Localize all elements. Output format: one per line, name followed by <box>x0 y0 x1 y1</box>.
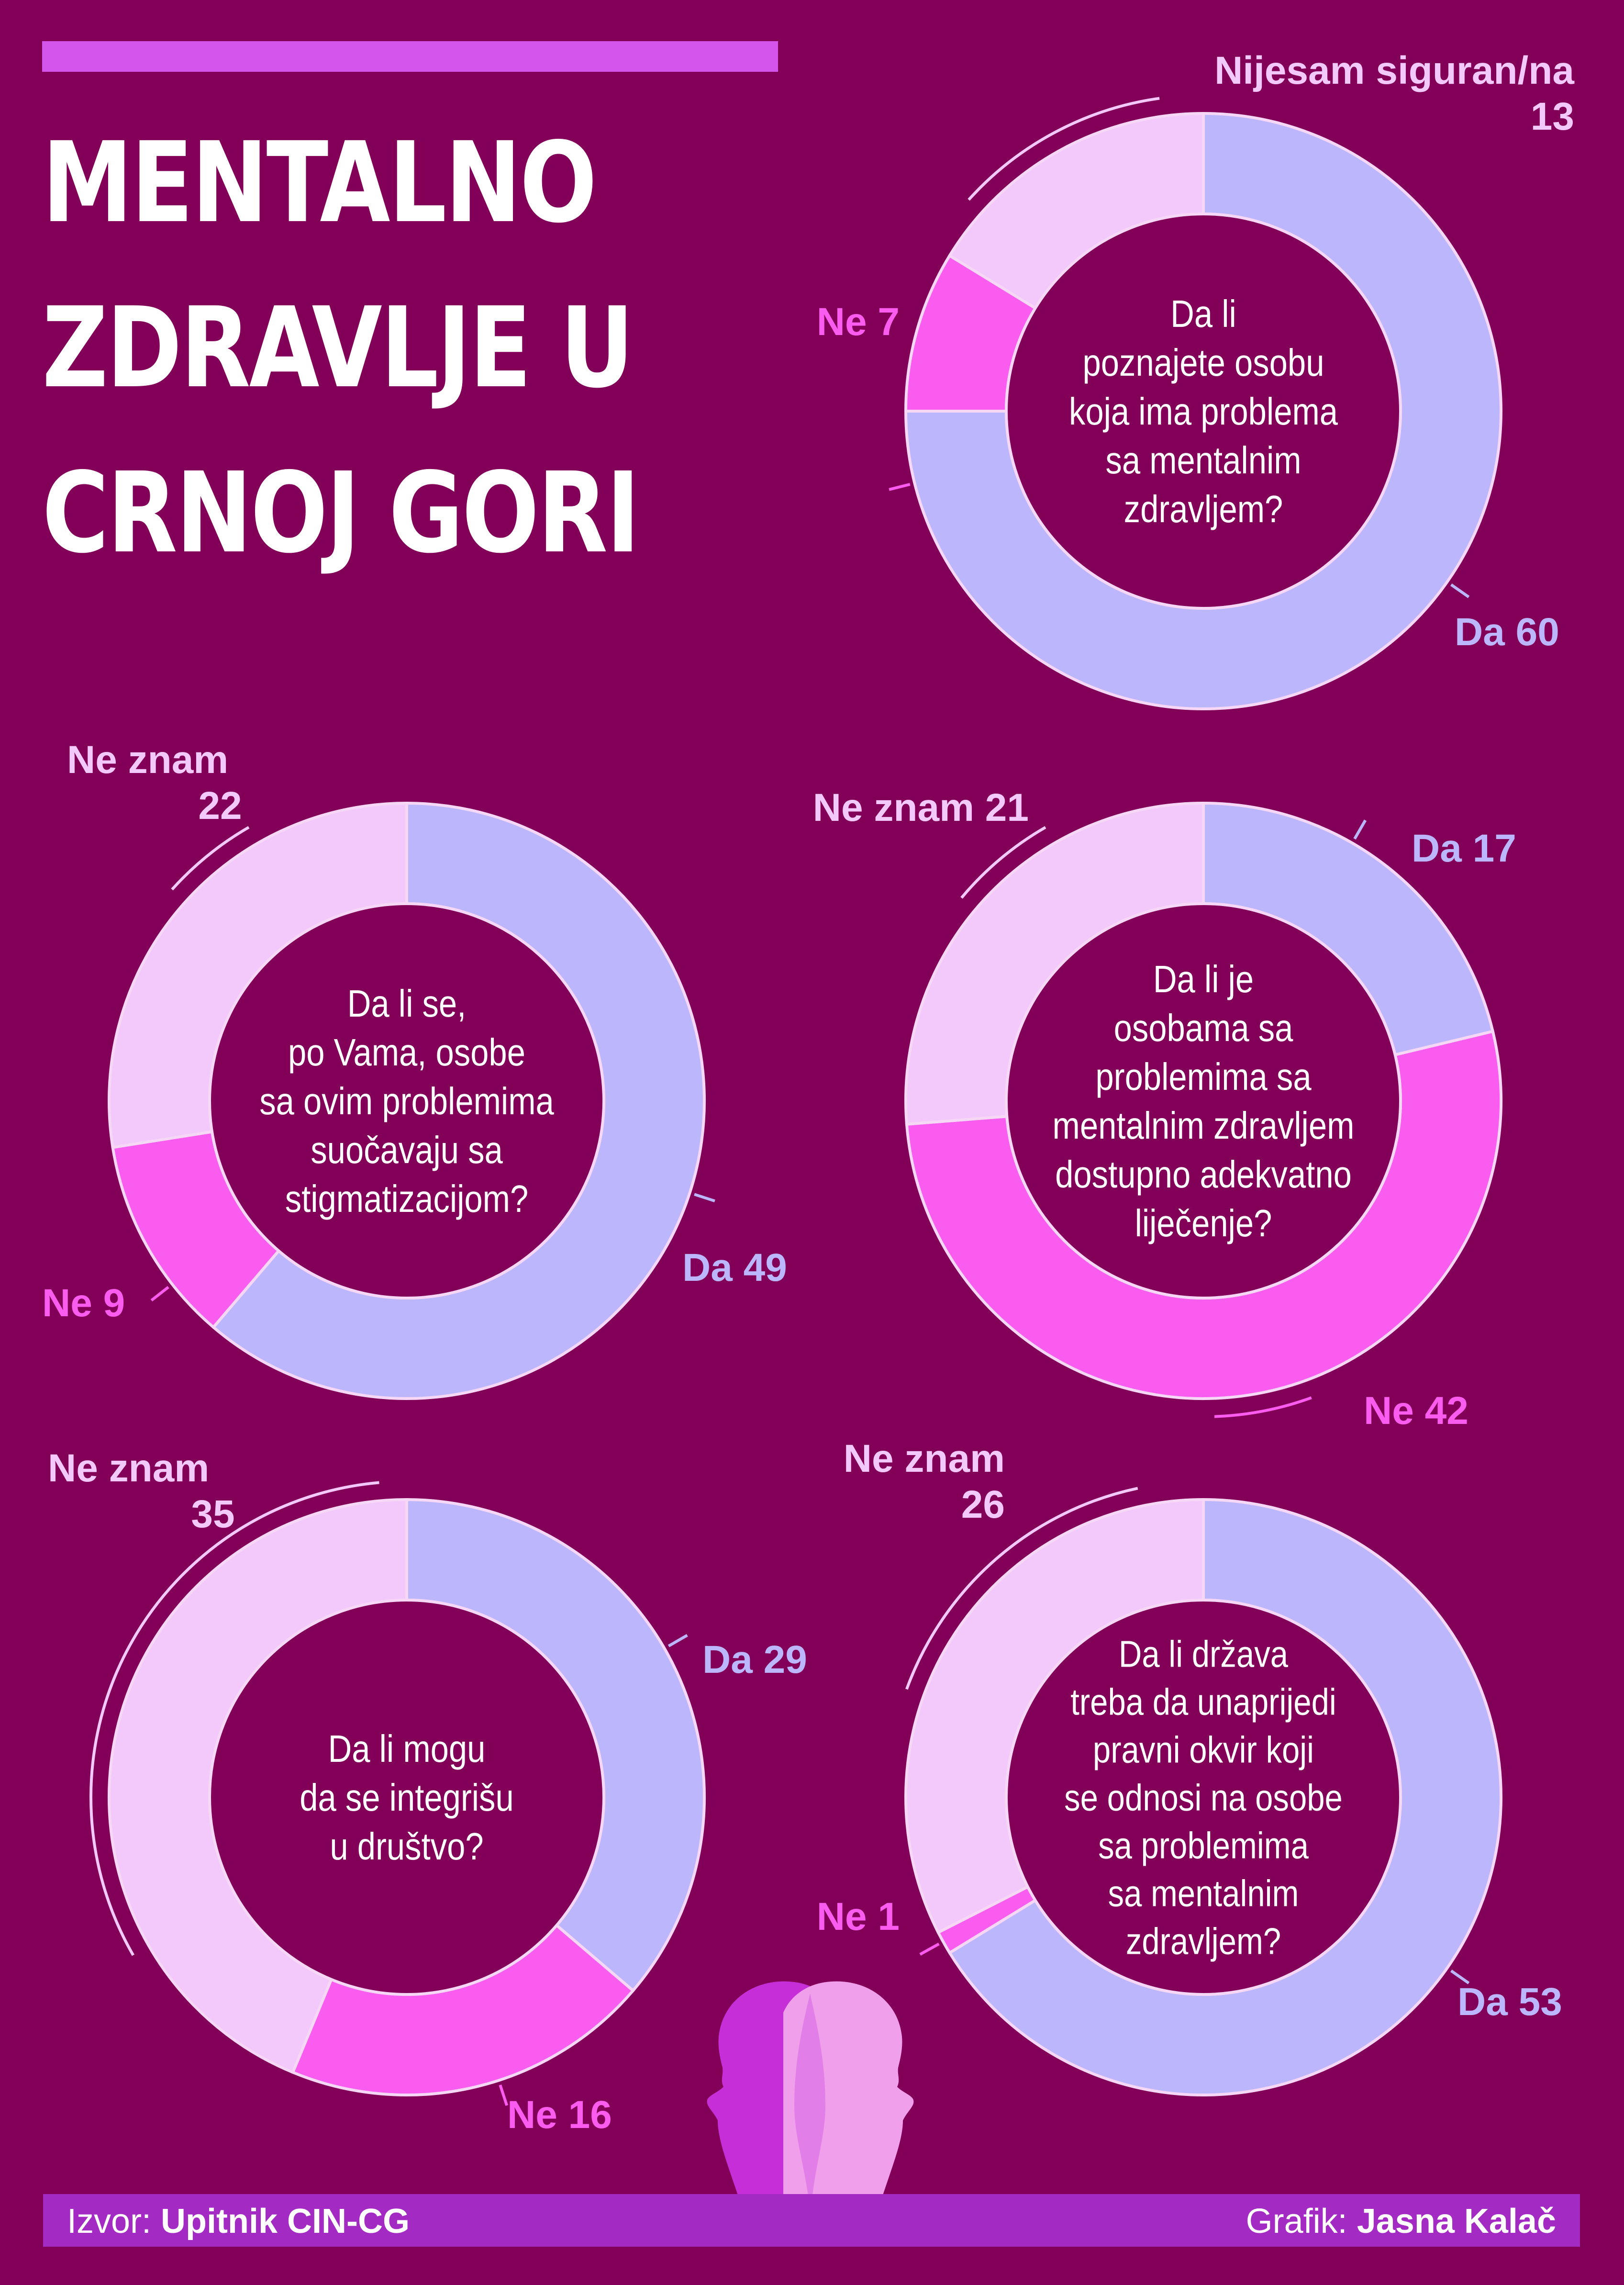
question-text-line: liječenje? <box>1135 1201 1272 1244</box>
source-credit: Izvor: Upitnik CIN-CG <box>67 2202 410 2241</box>
credit-label: Grafik: <box>1246 2202 1347 2240</box>
question-text-line: Da li se, <box>347 982 467 1025</box>
label-da: Da 53 <box>1457 1980 1562 2024</box>
donut-chart-3: Da li je osobama sa problemima sa mentalnim… <box>813 786 1516 1433</box>
donut-hole <box>208 1599 605 1996</box>
question-text-line: treba da unaprijedi <box>1070 1681 1336 1723</box>
source-label: Izvor: <box>67 2202 152 2240</box>
label-da-leader <box>694 1193 715 1203</box>
label-da-leader <box>667 1634 688 1647</box>
label-ne: Ne 7 <box>817 300 900 344</box>
question-text-line: sa mentalnim <box>1105 438 1301 482</box>
label-ne-znam-line: Ne znam <box>67 738 228 782</box>
label-ne-leader <box>889 482 911 491</box>
question-text-line: dostupno adekvatno <box>1055 1153 1352 1196</box>
label-nijesam-siguran-na-line: 13 <box>1531 95 1574 138</box>
question-text-line: pravni okvir koji <box>1093 1729 1314 1771</box>
label-ne: Ne 42 <box>1364 1389 1468 1433</box>
label-ne-znam: Ne znam 21 <box>813 786 1029 829</box>
label-ne-znam-bracket <box>960 826 1046 899</box>
title-line: CRNOJ GORI <box>42 448 640 578</box>
label-ne-znam-line: Ne znam <box>48 1446 209 1490</box>
title-line: ZDRAVLJE U <box>42 283 634 413</box>
donut-chart-1: Da li poznajete osobu koja ima problema sa … <box>817 49 1575 710</box>
label-da: Da 29 <box>702 1638 807 1681</box>
question-text-line: poznajete osobu <box>1083 341 1324 384</box>
question-text-line: stigmatizacijom? <box>285 1177 529 1220</box>
question-text-line: zdravljem? <box>1124 487 1283 530</box>
question-text-line: problemima sa <box>1095 1055 1312 1098</box>
author-credit: Grafik: Jasna Kalač <box>1246 2202 1556 2241</box>
label-da-leader <box>1450 583 1470 598</box>
question-text-line: po Vama, osobe <box>288 1030 525 1074</box>
label-ne-znam-line: 26 <box>961 1483 1005 1526</box>
question-text-line: Da li <box>1170 292 1236 335</box>
label-ne-znam-bracket <box>89 1481 379 1956</box>
donut-chart-2: Da li se, po Vama, osobe sa ovim problemim… <box>42 738 787 1400</box>
donut-hole <box>1005 902 1402 1299</box>
two-heads-icon <box>707 1981 914 2199</box>
donut-chart-5: Da li država treba da unaprijedi pravni ok… <box>817 1437 1562 2096</box>
label-ne-znam-line: 35 <box>191 1492 234 1536</box>
donut-chart-4: Da li mogu da se integrišu u društvo? Da 29… <box>48 1446 807 2137</box>
label-ne-bracket <box>1214 1396 1312 1418</box>
label-da: Da 49 <box>682 1246 787 1289</box>
donut-hole <box>208 902 605 1299</box>
question-text-line: zdravljem? <box>1126 1921 1281 1962</box>
label-ne: Ne 1 <box>817 1895 900 1938</box>
label-ne-znam-bracket <box>905 1487 1138 1690</box>
label-ne-leader <box>150 1286 169 1302</box>
source-value: Upitnik CIN-CG <box>161 2202 410 2240</box>
label-ne: Ne 16 <box>507 2093 612 2137</box>
label-ne-znam-bracket <box>171 826 250 891</box>
question-text-line: koja ima problema <box>1069 390 1338 433</box>
label-da: Da 17 <box>1412 827 1516 870</box>
label-nijesam-siguran-na-line: Nijesam siguran/na <box>1214 49 1575 92</box>
accent-bar <box>42 41 778 72</box>
credit-value: Jasna Kalač <box>1357 2202 1556 2240</box>
question-text-line: sa problemima <box>1098 1825 1309 1867</box>
label-nijesam-siguran-na-bracket <box>968 97 1160 201</box>
label-ne-znam-line: 22 <box>198 784 242 828</box>
label-da-leader <box>1450 1970 1470 1984</box>
question-text-line: da se integrišu <box>300 1776 513 1819</box>
question-text-line: osobama sa <box>1114 1006 1293 1049</box>
label-ne-leader <box>919 1942 940 1956</box>
label-ne: Ne 9 <box>42 1281 125 1325</box>
question-text-line: Da li je <box>1153 957 1254 1000</box>
title-line: MENTALNO <box>42 118 597 247</box>
question-text-line: suočavaju sa <box>311 1128 503 1171</box>
page-title: MENTALNO ZDRAVLJE U CRNOJ GORI <box>42 101 640 596</box>
question-text-line: Da li država <box>1119 1634 1289 1675</box>
donut-hole <box>1005 1599 1402 1996</box>
question-text-line: se odnosi na osobe <box>1064 1777 1343 1819</box>
head-overlap <box>794 1994 825 2199</box>
question-text-line: Da li mogu <box>328 1727 486 1770</box>
question-text-line: u društvo? <box>330 1825 483 1868</box>
question-text-line: sa ovim problemima <box>259 1079 554 1122</box>
label-da: Da 60 <box>1455 610 1559 654</box>
footer: Izvor: Upitnik CIN-CG Grafik: Jasna Kala… <box>43 2194 1580 2247</box>
question-text-line: mentalnim zdravljem <box>1053 1104 1355 1147</box>
label-ne-znam-line: Ne znam <box>844 1437 1005 1480</box>
question-text-line: sa mentalnim <box>1108 1873 1299 1915</box>
label-ne-leader <box>499 2084 509 2106</box>
label-da-leader <box>1353 819 1367 840</box>
donut-hole <box>1005 213 1402 610</box>
